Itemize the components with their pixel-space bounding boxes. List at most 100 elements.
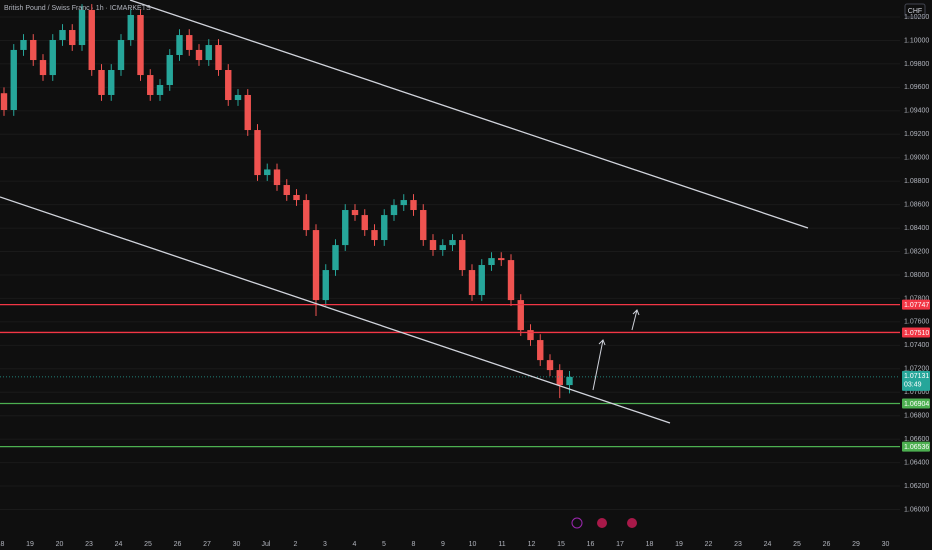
x-tick-label: 22 [705, 541, 713, 548]
x-tick-label: 18 [0, 541, 4, 548]
candle-body [293, 195, 300, 201]
candle-body [147, 75, 154, 95]
x-tick-label: 4 [353, 541, 357, 548]
candle-body [381, 215, 388, 241]
candle-body [156, 85, 164, 95]
price-level-box [902, 299, 930, 310]
x-tick-label: 27 [203, 541, 211, 548]
candle-body [507, 260, 515, 301]
x-tick-label: 24 [764, 541, 772, 548]
candle-body [78, 9, 86, 46]
candle-body [537, 340, 544, 361]
price-level-label: 1.06904 [904, 401, 929, 408]
x-tick-label: 30 [233, 541, 241, 548]
price-level-box [902, 398, 930, 409]
grid [0, 16, 900, 511]
x-tick-label: 8 [412, 541, 416, 548]
candle-body [108, 70, 115, 95]
candle-body [478, 265, 485, 296]
y-tick-label: 1.06800 [904, 413, 929, 420]
candle-body [498, 258, 505, 261]
candle-body [254, 130, 261, 176]
y-tick-label: 1.08400 [904, 225, 929, 232]
y-tick-label: 1.07200 [904, 366, 929, 373]
candle-body [137, 15, 144, 76]
candle-body [410, 200, 417, 211]
x-tick-label: 18 [646, 541, 654, 548]
arrows [592, 309, 640, 391]
arrow [631, 309, 638, 331]
y-tick-label: 1.06400 [904, 459, 929, 466]
candle-body [234, 94, 242, 101]
candle-body [215, 45, 222, 71]
candle-body [556, 370, 563, 386]
x-tick-label: 3 [323, 541, 327, 548]
candle-body [400, 200, 407, 206]
candle-body [39, 60, 47, 76]
plot [0, 4, 900, 448]
x-tick-label: 5 [382, 541, 386, 548]
candle-body [195, 49, 203, 61]
candle-body [351, 210, 359, 216]
candle-body [527, 330, 534, 341]
arrow-head [632, 309, 640, 316]
x-tick-label: 10 [469, 541, 477, 548]
y-tick-label: 1.09600 [904, 84, 929, 91]
candle-body [186, 35, 193, 50]
candle-body [342, 210, 349, 246]
last-price-box [902, 370, 930, 391]
candle-body [303, 200, 310, 231]
x-tick-label: 25 [144, 541, 152, 548]
x-tick-label: 20 [56, 541, 64, 548]
candle-body [69, 30, 76, 46]
candle-body [546, 360, 554, 371]
x-tick-label: 26 [823, 541, 831, 548]
candle-body [371, 230, 378, 241]
x-tick-label: 30 [882, 541, 890, 548]
time-axis [0, 538, 932, 550]
candle-body [420, 210, 427, 241]
x-tick-label: 16 [587, 541, 595, 548]
currency-button[interactable] [904, 3, 926, 18]
price-level-label: 1.07747 [904, 302, 929, 309]
candle-body [98, 70, 105, 95]
candle-body [468, 270, 476, 296]
arrow-head [598, 339, 606, 346]
trend-line [0, 196, 671, 424]
event-icon [571, 517, 583, 529]
x-tick-label: 11 [498, 541, 505, 548]
candle-body [283, 185, 290, 196]
x-tick-label: 26 [174, 541, 182, 548]
candle-body [273, 169, 281, 186]
candle-body [88, 9, 95, 71]
candle-body [517, 300, 524, 331]
candle-body [488, 258, 495, 266]
y-tick-label: 1.07800 [904, 295, 929, 302]
candle-body [10, 49, 17, 110]
candle-body [322, 270, 329, 301]
candle-body [459, 240, 466, 271]
y-tick-label: 1.10000 [904, 37, 929, 44]
x-tick-label: 12 [528, 541, 536, 548]
price-level-box [902, 441, 930, 452]
candle-body [176, 35, 183, 55]
currency[interactable]: CHF [908, 8, 922, 15]
price-axis [900, 0, 932, 550]
x-tick-label: 24 [115, 541, 123, 548]
y-tick-label: 1.09000 [904, 155, 929, 162]
candle-body [244, 94, 251, 131]
candle-body [332, 245, 339, 271]
event-icon [597, 518, 607, 528]
last-price-label: 1.07131 [904, 373, 929, 380]
y-tick-label: 1.07400 [904, 342, 929, 349]
y-tick-label: 1.06600 [904, 436, 929, 443]
countdown: 03:49 [904, 382, 922, 389]
candle-body [205, 45, 212, 61]
candle-body [20, 39, 27, 50]
candle-body [429, 240, 437, 251]
x-tick-label: 25 [793, 541, 801, 548]
price-level-label: 1.07510 [904, 330, 929, 337]
x-tick-label: 29 [852, 541, 860, 548]
candle-body [30, 39, 37, 61]
